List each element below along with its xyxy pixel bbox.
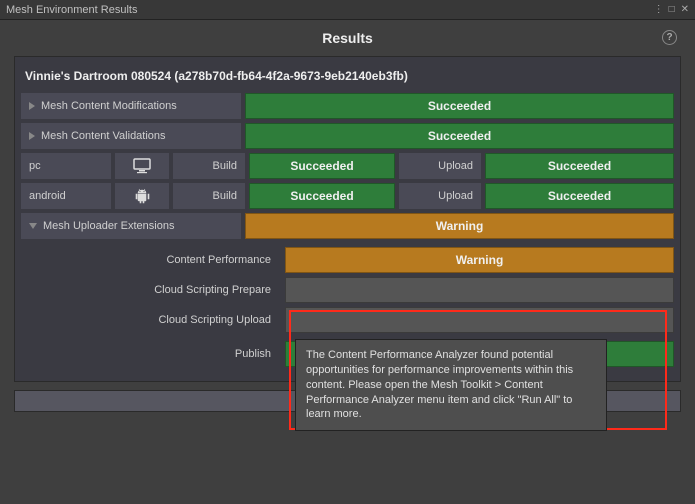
modifications-label-cell[interactable]: Mesh Content Modifications xyxy=(21,93,241,119)
script-upload-label: Cloud Scripting Upload xyxy=(21,307,281,333)
results-body: Vinnie's Dartroom 080524 (a278b70d-fb64-… xyxy=(14,56,681,382)
android-upload-status: Succeeded xyxy=(485,183,674,209)
project-title: Vinnie's Dartroom 080524 (a278b70d-fb64-… xyxy=(21,63,674,93)
android-upload-label: Upload xyxy=(399,183,481,209)
pc-build-label: Build xyxy=(173,153,245,179)
uploader-ext-status: Warning xyxy=(245,213,674,239)
android-label: android xyxy=(29,190,66,202)
tooltip-text: The Content Performance Analyzer found p… xyxy=(306,349,573,420)
results-title: Results xyxy=(322,30,373,46)
android-build-label: Build xyxy=(173,183,245,209)
row-script-prepare: Cloud Scripting Prepare xyxy=(21,277,674,303)
pc-upload-label: Upload xyxy=(399,153,481,179)
validations-label-cell[interactable]: Mesh Content Validations xyxy=(21,123,241,149)
row-platform-android: android Build Succeeded Upload Succeeded xyxy=(21,183,674,209)
script-prepare-status xyxy=(285,277,674,303)
results-header: Results ? xyxy=(0,20,695,56)
content-perf-label: Content Performance xyxy=(21,247,281,273)
modifications-status: Succeeded xyxy=(245,93,674,119)
pc-icon-cell xyxy=(115,153,169,179)
uploader-ext-label-cell[interactable]: Mesh Uploader Extensions xyxy=(21,213,241,239)
validations-status: Succeeded xyxy=(245,123,674,149)
pc-build-status: Succeeded xyxy=(249,153,395,179)
row-script-upload: Cloud Scripting Upload xyxy=(21,307,674,333)
window-menu-icon[interactable]: ⋮ xyxy=(654,4,663,15)
row-modifications: Mesh Content Modifications Succeeded xyxy=(21,93,674,119)
chevron-down-icon xyxy=(29,223,37,229)
window-titlebar: Mesh Environment Results ⋮ □ ✕ xyxy=(0,0,695,20)
row-platform-pc: pc Build Succeeded Upload Succeeded xyxy=(21,153,674,179)
android-icon-cell xyxy=(115,183,169,209)
window-title: Mesh Environment Results xyxy=(6,4,137,16)
chevron-right-icon xyxy=(29,132,35,140)
publish-label: Publish xyxy=(21,341,281,367)
window-close-icon[interactable]: ✕ xyxy=(681,4,689,15)
content-perf-status: Warning xyxy=(285,247,674,273)
android-build-status: Succeeded xyxy=(249,183,395,209)
pc-label: pc xyxy=(29,160,41,172)
pc-label-cell: pc xyxy=(21,153,111,179)
script-prepare-label: Cloud Scripting Prepare xyxy=(21,277,281,303)
pc-upload-status: Succeeded xyxy=(485,153,674,179)
validations-label: Mesh Content Validations xyxy=(41,130,166,142)
android-label-cell: android xyxy=(21,183,111,209)
results-panel: Results ? Vinnie's Dartroom 080524 (a278… xyxy=(0,20,695,504)
tooltip: The Content Performance Analyzer found p… xyxy=(295,339,607,431)
script-upload-status xyxy=(285,307,674,333)
chevron-right-icon xyxy=(29,102,35,110)
modifications-label: Mesh Content Modifications xyxy=(41,100,177,112)
android-icon xyxy=(134,188,150,204)
row-content-performance: Content Performance Warning xyxy=(21,247,674,273)
row-validations: Mesh Content Validations Succeeded xyxy=(21,123,674,149)
row-uploader-extensions: Mesh Uploader Extensions Warning xyxy=(21,213,674,239)
uploader-ext-label: Mesh Uploader Extensions xyxy=(43,220,174,232)
monitor-icon xyxy=(133,158,151,174)
help-icon[interactable]: ? xyxy=(662,30,677,45)
window-maximize-icon[interactable]: □ xyxy=(669,4,675,15)
